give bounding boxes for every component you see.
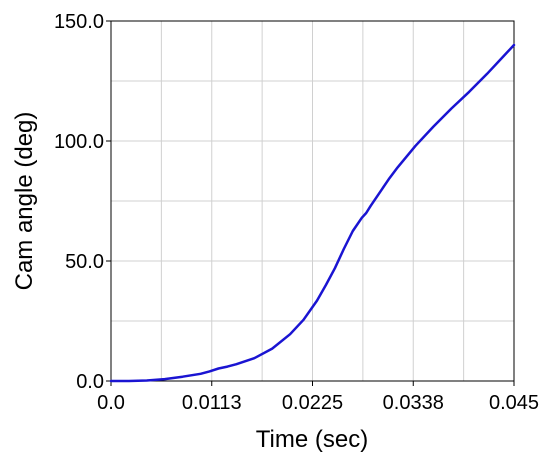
axis-ticks: [106, 20, 515, 386]
x-tick-label: 0.0338: [383, 392, 444, 414]
y-tick-label: 150.0: [54, 11, 104, 33]
x-tick-label: 0.0: [97, 392, 125, 414]
cam-angle-series-line: [109, 43, 516, 383]
x-tick-label: 0.045: [489, 392, 539, 414]
x-axis-title: Time (sec): [256, 426, 368, 453]
y-tick-label: 0.0: [76, 371, 104, 393]
x-tick-label: 0.0225: [282, 392, 343, 414]
y-tick-label: 100.0: [54, 131, 104, 153]
y-axis-title: Cam angle (deg): [11, 112, 38, 291]
grid: [111, 21, 514, 381]
x-tick-label: 0.0113: [182, 392, 242, 414]
tick-labels: 0.0 0.0113 0.0225 0.0338 0.045 0.0 50.0 100.0 15…: [54, 11, 539, 414]
series-layer: [109, 43, 516, 383]
y-tick-label: 50.0: [65, 251, 104, 273]
